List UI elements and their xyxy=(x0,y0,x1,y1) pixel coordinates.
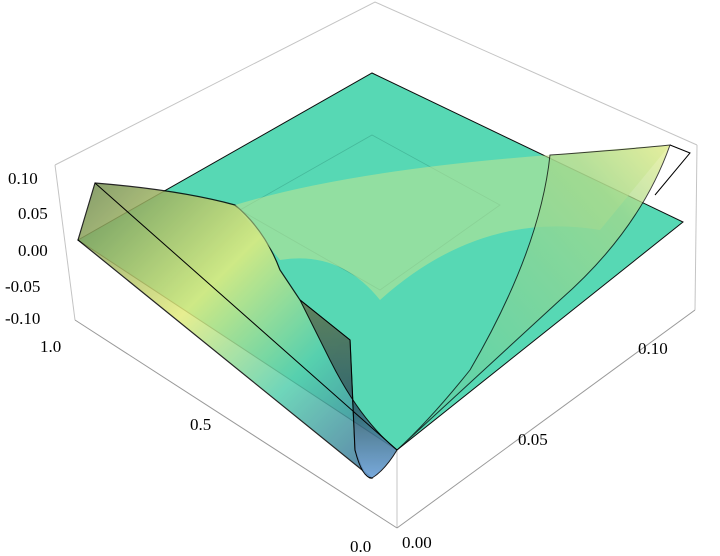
z-tick-label: 0.05 xyxy=(18,204,48,223)
box-left-vertical xyxy=(54,164,76,321)
z-axis: 0.10 0.05 0.00 -0.05 -0.10 xyxy=(5,169,48,328)
x-axis: 1.0 0.5 0.0 xyxy=(40,337,371,556)
box-right-vertical xyxy=(694,144,698,311)
x-tick-label: 0.5 xyxy=(190,415,211,434)
box-bottom-right xyxy=(396,309,696,529)
z-tick-label: -0.10 xyxy=(5,309,40,328)
box-top-back xyxy=(54,1,698,166)
surface-right-outline xyxy=(654,144,691,196)
y-tick-label: 0.05 xyxy=(518,430,548,449)
bounding-box xyxy=(54,1,698,529)
surface-edge-line xyxy=(94,182,398,451)
surface-well xyxy=(299,299,398,479)
y-tick-label: 0.10 xyxy=(638,339,668,358)
x-tick-label: 0.0 xyxy=(350,537,371,556)
x-tick-label: 1.0 xyxy=(40,337,61,356)
z-tick-label: 0.00 xyxy=(18,241,48,260)
box-bottom-left xyxy=(74,319,398,529)
y-tick-label: 0.00 xyxy=(402,533,432,552)
z-tick-label: 0.10 xyxy=(8,169,38,188)
y-axis: 0.00 0.05 0.10 xyxy=(402,339,668,552)
z-tick-label: -0.05 xyxy=(5,277,40,296)
